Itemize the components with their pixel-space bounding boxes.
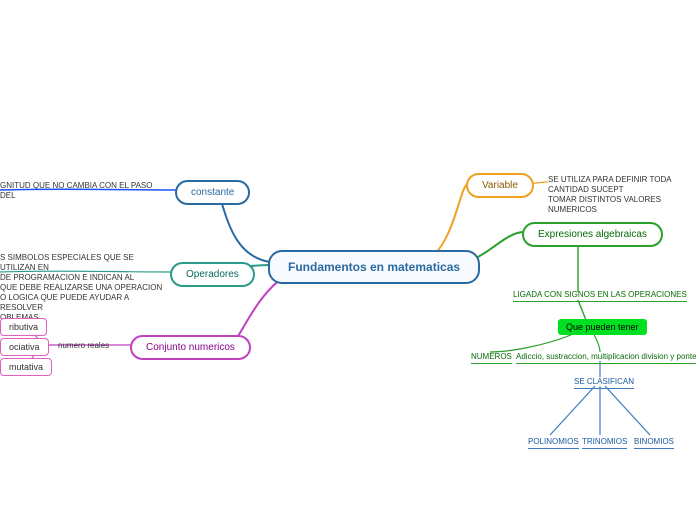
prop-asociativa[interactable]: ociativa: [0, 338, 49, 356]
variable-node[interactable]: Variable: [466, 173, 534, 198]
operadores-desc: S SIMBOLOS ESPECIALES QUE SE UTILIZAN EN…: [0, 253, 165, 323]
prop-conmutativa[interactable]: mutativa: [0, 358, 52, 376]
binomios-label: BINOMIOS: [634, 437, 674, 449]
trinomios-label: TRINOMIOS: [582, 437, 627, 449]
prop-distributiva[interactable]: ributiva: [0, 318, 47, 336]
ops-label: Adiccio, sustraccion, multiplicacion div…: [516, 352, 696, 364]
numero-reales-label: numero reales: [58, 341, 109, 351]
polinomios-label: POLINOMIOS: [528, 437, 579, 449]
conjunto-node[interactable]: Conjunto numericos: [130, 335, 251, 360]
expresiones-node[interactable]: Expresiones algebraicas: [522, 222, 663, 247]
variable-desc: SE UTILIZA PARA DEFINIR TODA CANTIDAD SU…: [548, 175, 696, 215]
que-pueden-tener: Que pueden tener: [558, 319, 647, 335]
constante-node[interactable]: constante: [175, 180, 250, 205]
se-clasifican-label: SE CLASIFICAN: [574, 377, 634, 389]
center-node[interactable]: Fundamentos en matematicas: [268, 250, 480, 284]
constante-desc: GNITUD QUE NO CAMBIA CON EL PASO DEL: [0, 181, 160, 201]
ligada-label: LIGADA CON SIGNOS EN LAS OPERACIONES: [513, 290, 687, 302]
numeros-label: NUMEROS: [471, 352, 512, 364]
operadores-node[interactable]: Operadores: [170, 262, 255, 287]
